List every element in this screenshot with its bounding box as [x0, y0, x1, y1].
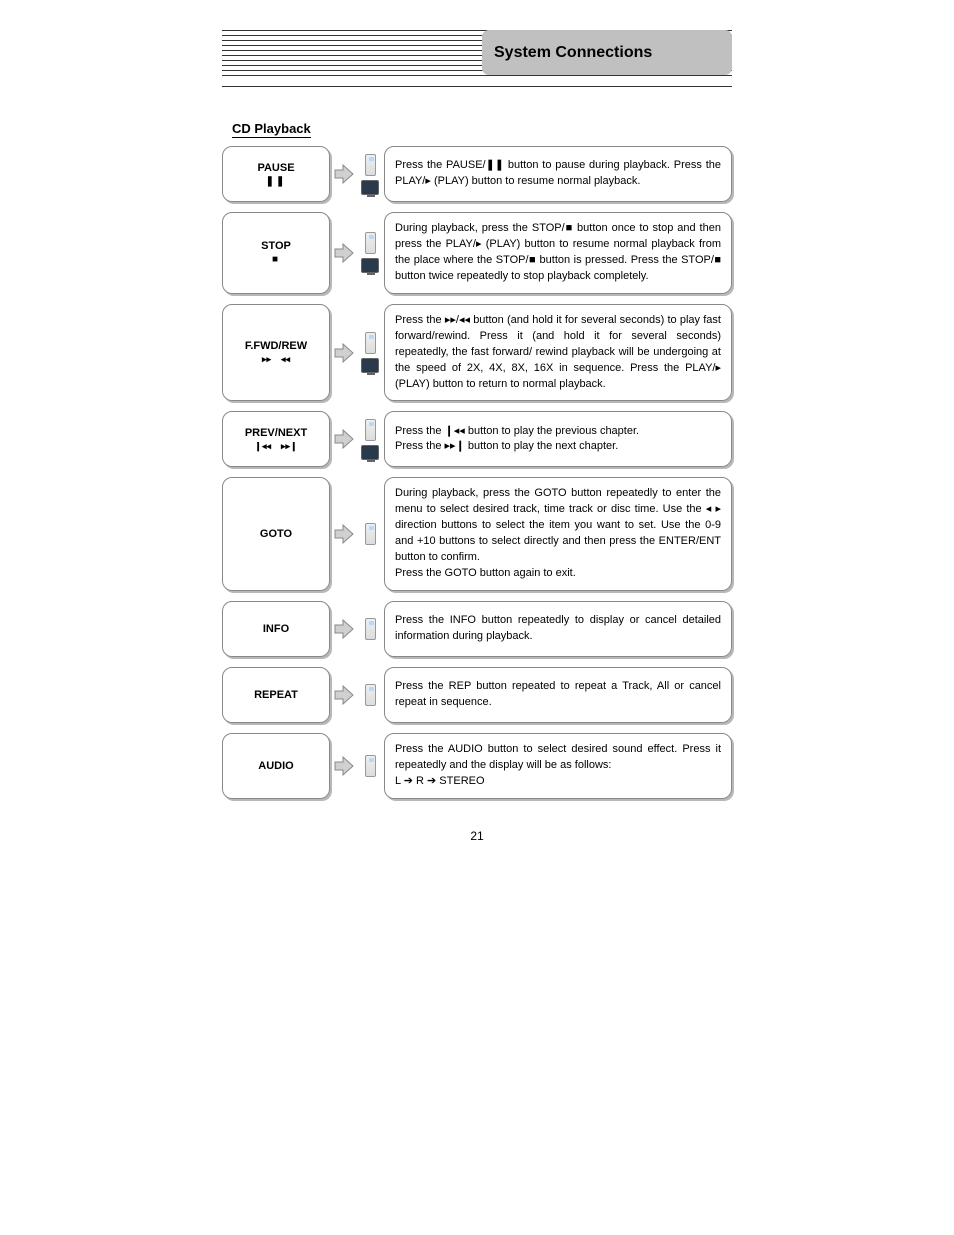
header-tab: System Connections [482, 30, 732, 75]
description-box: During playback, press the STOP/■ button… [384, 212, 732, 294]
tv-icon [361, 445, 379, 460]
button-label: REPEAT [254, 689, 298, 701]
arrow-icon [333, 341, 355, 365]
button-symbol-icon: ■ [272, 254, 280, 265]
button-label: PREV/NEXT [245, 427, 307, 439]
control-button-box: PREV/NEXT ❙◂◂ ▸▸❙ [222, 411, 330, 467]
control-button-box: STOP ■ [222, 212, 330, 294]
control-button-box: INFO [222, 601, 330, 657]
button-label: AUDIO [258, 760, 293, 772]
remote-icon [365, 154, 376, 176]
control-button-box: AUDIO [222, 733, 330, 799]
remote-icon [365, 332, 376, 354]
button-label: PAUSE [257, 162, 294, 174]
remote-icon [365, 755, 376, 777]
remote-icon [365, 684, 376, 706]
button-label: GOTO [260, 528, 292, 540]
button-label: STOP [261, 240, 291, 252]
tv-icon [361, 258, 379, 273]
tv-icon [361, 180, 379, 195]
arrow-icon [333, 427, 355, 451]
arrow-icon [333, 241, 355, 265]
button-symbol-icon: ◂◂ [281, 354, 290, 365]
instruction-row: REPEAT Press the REP button repeated to … [222, 667, 732, 723]
instruction-row: F.FWD/REW ▸▸ ◂◂ Press the ▸▸/◂◂ button (an… [222, 304, 732, 402]
arrow-icon [333, 683, 355, 707]
button-symbol-icon: ❙◂◂ [254, 441, 271, 452]
section-title: CD Playback [232, 121, 311, 138]
instruction-row: INFO Press the INFO button repeatedly to… [222, 601, 732, 657]
instruction-row: PREV/NEXT ❙◂◂ ▸▸❙ Press the ❙◂◂ button to … [222, 411, 732, 467]
button-symbol-icon: ❚❚ [266, 176, 287, 187]
description-box: Press the INFO button repeatedly to disp… [384, 601, 732, 657]
description-box: Press the REP button repeated to repeat … [384, 667, 732, 723]
arrow-icon [333, 617, 355, 641]
description-box: Press the PAUSE/❚❚ button to pause durin… [384, 146, 732, 202]
button-symbol-icon: ▸▸❙ [281, 441, 298, 452]
instruction-row: GOTO During playback, press the GOTO but… [222, 477, 732, 591]
arrow-icon [333, 162, 355, 186]
instruction-row: STOP ■ During playback, press the STOP/■ … [222, 212, 732, 294]
description-box: Press the ▸▸/◂◂ button (and hold it for … [384, 304, 732, 402]
control-button-box: F.FWD/REW ▸▸ ◂◂ [222, 304, 330, 402]
description-box: Press the ❙◂◂ button to play the previou… [384, 411, 732, 467]
button-symbol-icon: ▸▸ [262, 354, 271, 365]
remote-icon [365, 419, 376, 441]
remote-icon [365, 232, 376, 254]
arrow-icon [333, 754, 355, 778]
description-box: Press the AUDIO button to select desired… [384, 733, 732, 799]
control-button-box: REPEAT [222, 667, 330, 723]
arrow-icon [333, 522, 355, 546]
page-number: 21 [222, 829, 732, 843]
tv-icon [361, 358, 379, 373]
control-button-box: GOTO [222, 477, 330, 591]
instruction-row: PAUSE ❚❚ Press the PAUSE/❚❚ button to pau… [222, 146, 732, 202]
description-box: During playback, press the GOTO button r… [384, 477, 732, 591]
instruction-row: AUDIO Press the AUDIO button to select d… [222, 733, 732, 799]
button-label: INFO [263, 623, 289, 635]
button-label: F.FWD/REW [245, 340, 307, 352]
control-button-box: PAUSE ❚❚ [222, 146, 330, 202]
remote-icon [365, 523, 376, 545]
header-banner: System Connections [222, 30, 732, 92]
remote-icon [365, 618, 376, 640]
